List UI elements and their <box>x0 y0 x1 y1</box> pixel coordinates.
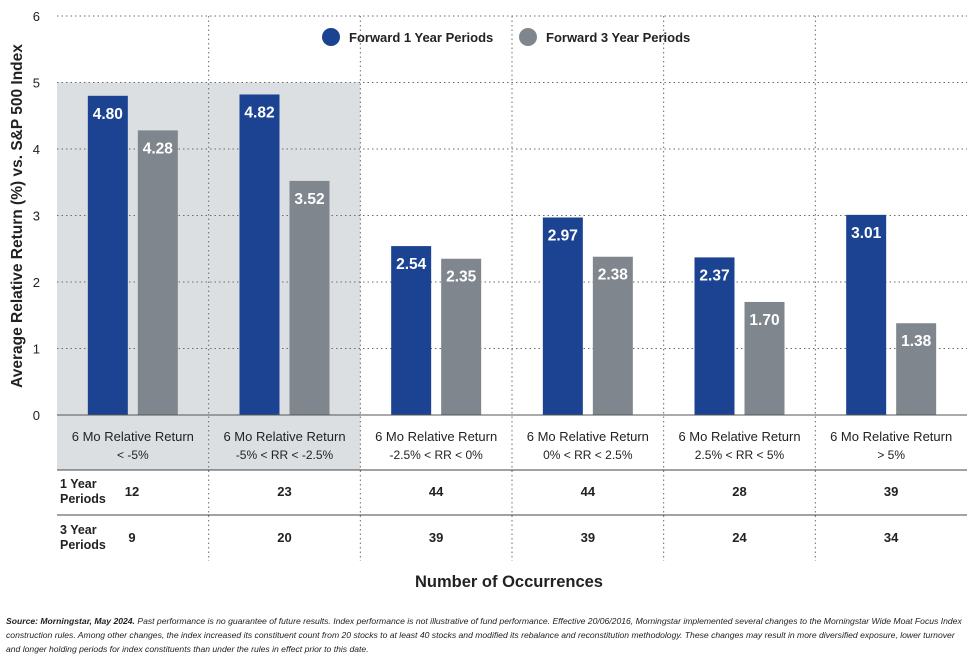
highlight-band-0 <box>57 82 209 470</box>
bar-value-label: 4.82 <box>244 104 274 121</box>
bar-forward-3yr <box>896 323 937 415</box>
bar-forward-1yr <box>542 217 583 415</box>
bar-value-label: 1.70 <box>749 312 779 329</box>
bar-value-label: 3.01 <box>851 225 882 242</box>
y-tick-label: 3 <box>33 209 40 224</box>
bar-value-label: 1.38 <box>901 333 932 350</box>
bar-value-label: 4.28 <box>143 140 174 157</box>
category-label: 6 Mo Relative Return <box>830 429 952 444</box>
category-label: 6 Mo Relative Return <box>223 429 345 444</box>
legend-marker <box>322 28 340 46</box>
bar-forward-1yr <box>391 246 432 415</box>
category-label: -5% < RR < -2.5% <box>236 448 334 462</box>
bar-forward-1yr <box>239 94 280 415</box>
bar-forward-3yr <box>289 180 330 415</box>
bar-value-label: 2.38 <box>598 267 629 284</box>
category-label: 6 Mo Relative Return <box>678 429 800 444</box>
bar-forward-3yr <box>592 256 633 415</box>
table-cell-value: 34 <box>884 530 899 545</box>
y-tick-label: 1 <box>33 342 40 357</box>
table-cell-value: 28 <box>732 484 746 499</box>
table-row-label: 3 Year <box>60 523 97 537</box>
legend-label: Forward 1 Year Periods <box>349 30 493 45</box>
category-label: 0% < RR < 2.5% <box>543 448 633 462</box>
highlight-band-1 <box>208 82 361 470</box>
x-axis-title: Number of Occurrences <box>415 573 603 591</box>
table-row-label: Periods <box>60 492 106 506</box>
legend-marker <box>519 28 537 46</box>
category-label: 6 Mo Relative Return <box>72 429 194 444</box>
bar-value-label: 2.37 <box>699 267 729 284</box>
footnote: Source: Morningstar, May 2024. Past perf… <box>6 614 966 656</box>
y-tick-label: 4 <box>33 142 40 157</box>
footnote-source: Source: Morningstar, May 2024. <box>6 616 135 626</box>
footnote-text: Past performance is no guarantee of futu… <box>6 616 962 654</box>
table-cell-value: 9 <box>128 530 135 545</box>
y-tick-label: 2 <box>33 275 40 290</box>
bar-forward-1yr <box>846 214 887 415</box>
table-cell-value: 12 <box>125 484 139 499</box>
table-cell-value: 23 <box>277 484 291 499</box>
y-axis-title: Average Relative Return (%) vs. S&P 500 … <box>9 44 26 388</box>
legend-label: Forward 3 Year Periods <box>546 30 690 45</box>
bar-forward-3yr <box>137 130 178 415</box>
bar-value-label: 2.35 <box>446 269 477 286</box>
bar-value-label: 2.54 <box>396 256 427 273</box>
bar-forward-3yr <box>744 301 785 415</box>
table-row-label: 1 Year <box>60 477 97 491</box>
category-label: -2.5% < RR < 0% <box>389 448 483 462</box>
bar-forward-3yr <box>441 258 482 415</box>
table-row-label: Periods <box>60 538 106 552</box>
y-tick-label: 5 <box>33 76 40 91</box>
bar-forward-1yr <box>694 257 735 415</box>
bar-value-label: 2.97 <box>548 227 578 244</box>
bar-forward-1yr <box>87 95 128 416</box>
table-cell-value: 39 <box>429 530 443 545</box>
category-label: 6 Mo Relative Return <box>527 429 649 444</box>
bar-value-label: 3.52 <box>294 191 324 208</box>
category-label: 2.5% < RR < 5% <box>695 448 785 462</box>
category-label: 6 Mo Relative Return <box>375 429 497 444</box>
category-label: > 5% <box>877 448 905 462</box>
table-cell-value: 44 <box>429 484 444 499</box>
y-tick-label: 6 <box>33 9 40 24</box>
table-cell-value: 39 <box>581 530 595 545</box>
table-cell-value: 24 <box>732 530 747 545</box>
table-cell-value: 39 <box>884 484 898 499</box>
y-tick-label: 0 <box>33 408 40 423</box>
table-cell-value: 44 <box>581 484 596 499</box>
bar-value-label: 4.80 <box>93 106 123 123</box>
table-cell-value: 20 <box>277 530 291 545</box>
category-label: < -5% <box>117 448 149 462</box>
